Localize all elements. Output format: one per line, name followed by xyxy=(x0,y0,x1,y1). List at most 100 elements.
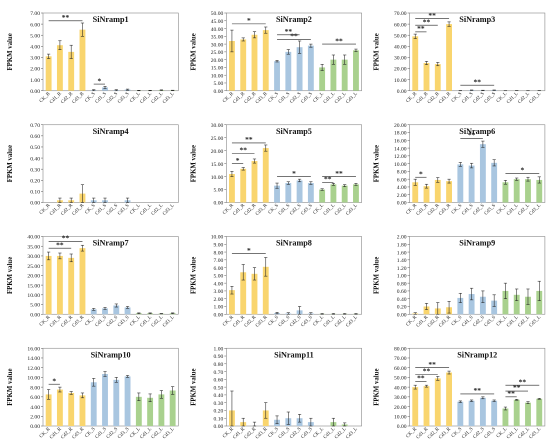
x-tick-label: Cd2_S xyxy=(289,203,302,216)
bar xyxy=(124,376,131,426)
x-tick-label: Cd3_L xyxy=(162,92,175,105)
y-tick-label: 70.00 xyxy=(394,11,407,17)
y-axis-label: FPKM value xyxy=(374,369,381,406)
significance-marker: ** xyxy=(417,373,425,382)
x-tick-label: Cd3_R xyxy=(438,315,452,329)
panel-title: SiNramp10 xyxy=(91,350,131,359)
bar xyxy=(423,386,430,426)
x-tick-label: Cd2_L xyxy=(518,315,531,328)
x-tick-label: Cd3_S xyxy=(484,427,497,440)
y-tick-label: 4.00 xyxy=(397,185,407,191)
panel-title: SiNramp2 xyxy=(276,15,312,24)
y-tick-label: 20.00 xyxy=(211,58,224,64)
bar xyxy=(262,148,269,203)
y-tick-label: 1.00 xyxy=(214,305,224,311)
y-tick-label: 0.80 xyxy=(397,281,407,287)
x-tick-label: Cd3_R xyxy=(255,315,269,329)
plot-frame xyxy=(42,347,179,427)
bar xyxy=(68,257,75,315)
bar xyxy=(274,185,280,203)
y-axis-label: FPKM value xyxy=(7,145,14,182)
y-tick-label: 1.80 xyxy=(397,242,407,248)
bar xyxy=(513,399,520,426)
bar xyxy=(113,305,120,315)
bar xyxy=(102,374,108,426)
bar xyxy=(79,395,86,426)
bar xyxy=(434,179,441,203)
x-tick-label: Cd1_S xyxy=(278,91,291,104)
panel-sinramp10: SiNramp10 0.00 2.00 4.00 6.00 8.00 10.00 12.00 1… xyxy=(7,346,179,440)
y-tick-label: 2.00 xyxy=(397,193,407,199)
significance-marker: ** xyxy=(285,27,293,36)
y-tick-label: 45.00 xyxy=(211,19,224,25)
y-tick-label: 0.00 xyxy=(397,424,407,430)
y-tick-label: 10.00 xyxy=(394,78,407,84)
y-tick-label: 0.40 xyxy=(397,297,407,303)
bar xyxy=(341,185,348,203)
bar xyxy=(525,179,531,203)
x-tick-label: Cd1_L xyxy=(140,315,153,328)
y-tick-label: 20.00 xyxy=(27,274,40,280)
y-tick-label: 16.00 xyxy=(27,346,40,352)
bar xyxy=(513,294,520,315)
x-tick-label: Cd2_S xyxy=(106,427,119,440)
bar xyxy=(513,179,520,203)
bar xyxy=(229,40,235,91)
y-tick-label: 8.00 xyxy=(214,250,224,256)
x-tick-label: Cd1_S xyxy=(461,203,474,216)
bar xyxy=(296,47,303,91)
y-axis-label: FPKM value xyxy=(374,33,381,70)
x-tick-label: Cd3_L xyxy=(529,427,542,440)
y-tick-label: 0.90 xyxy=(214,354,224,360)
y-tick-label: 40.00 xyxy=(27,235,40,241)
y-tick-label: 0.00 xyxy=(397,312,407,318)
x-tick-label: Cd3_R xyxy=(438,426,452,440)
bar xyxy=(468,165,475,203)
y-tick-label: 14.00 xyxy=(394,146,407,152)
y-axis-label: FPKM value xyxy=(7,369,14,406)
y-tick-label: 0.60 xyxy=(30,134,40,140)
bar xyxy=(90,309,97,315)
significance-marker: ** xyxy=(513,383,521,392)
x-tick-label: Cd1_L xyxy=(506,427,519,440)
x-tick-label: Cd1_S xyxy=(95,91,108,104)
x-tick-label: Cd2_L xyxy=(518,92,531,105)
bar xyxy=(319,67,326,91)
x-tick-label: Cd3_R xyxy=(255,426,269,440)
y-tick-label: 1.00 xyxy=(30,78,40,84)
y-tick-label: 60.00 xyxy=(394,22,407,28)
y-tick-label: 2.00 xyxy=(397,235,407,241)
y-tick-label: 60.00 xyxy=(394,366,407,372)
y-tick-label: 0.00 xyxy=(30,312,40,318)
bar xyxy=(412,182,419,203)
x-tick-label: Cd3_S xyxy=(301,203,314,216)
y-tick-label: 4.00 xyxy=(214,281,224,287)
y-tick-label: 12.00 xyxy=(394,154,407,160)
bar xyxy=(536,398,543,426)
x-tick-label: Cd1_S xyxy=(95,315,108,328)
significance-marker: ** xyxy=(428,11,436,20)
y-tick-label: 6.00 xyxy=(30,22,40,28)
x-tick-label: Cd3_L xyxy=(346,203,359,216)
x-tick-label: Cd2_S xyxy=(106,315,119,328)
x-tick-label: Cd2_S xyxy=(473,91,486,104)
significance-marker: * xyxy=(520,166,524,175)
bar xyxy=(240,168,247,203)
y-tick-label: 40.00 xyxy=(394,45,407,51)
panel-sinramp1: SiNramp1 0.00 1.00 2.00 3.00 4.00 5.00 6.00 7.00… xyxy=(7,11,179,105)
x-tick-label: Cd1_S xyxy=(278,315,291,328)
panel-sinramp3: SiNramp3 0.00 10.00 20.00 30.00 40.00 50.00 60.… xyxy=(374,11,546,105)
bar xyxy=(68,392,75,426)
y-tick-label: 5.00 xyxy=(30,33,40,39)
y-tick-label: 80.00 xyxy=(394,346,407,352)
bar xyxy=(446,24,452,91)
y-tick-label: 5.00 xyxy=(30,303,40,309)
plot-frame xyxy=(226,347,362,427)
y-tick-label: 0.40 xyxy=(214,393,224,399)
x-tick-label: Cd3_S xyxy=(117,315,130,328)
x-tick-label: Cd1_S xyxy=(461,427,474,440)
y-tick-label: 2.00 xyxy=(214,297,224,303)
y-tick-label: 0.10 xyxy=(214,416,224,422)
x-tick-label: Cd3_S xyxy=(301,427,314,440)
bar xyxy=(45,394,52,426)
